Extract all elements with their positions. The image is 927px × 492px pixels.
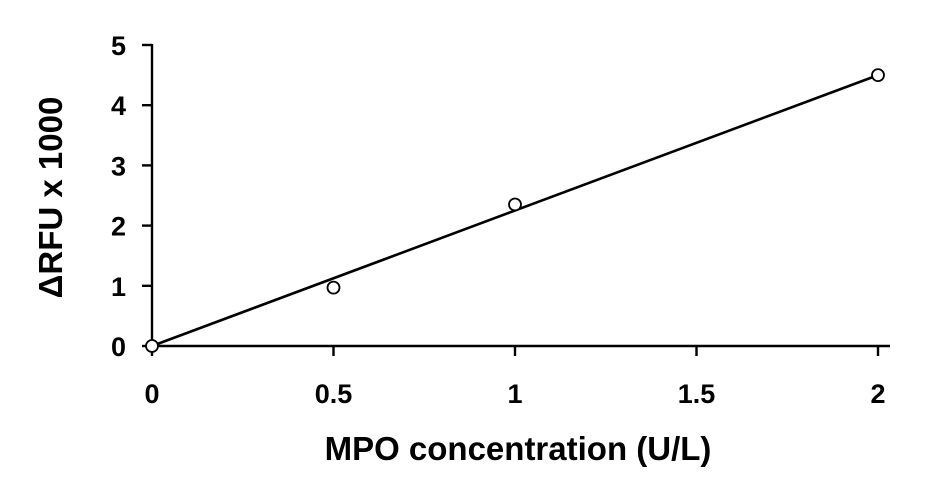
y-tick-label: 0 — [111, 332, 126, 362]
y-tick-label: 2 — [111, 212, 126, 242]
x-tick-label: 1.5 — [678, 379, 716, 409]
axes — [150, 44, 890, 348]
x-tick-label: 1 — [507, 379, 522, 409]
data-point — [508, 197, 522, 212]
data-point — [871, 68, 885, 82]
y-axis-ticks: 0 1 2 3 4 5 — [111, 31, 152, 362]
data-point — [145, 339, 159, 353]
x-axis-title: MPO concentration (U/L) — [325, 430, 712, 467]
y-tick-label: 5 — [111, 31, 126, 61]
x-tick-label: 0 — [144, 379, 159, 409]
y-tick-label: 3 — [111, 151, 126, 181]
x-tick-label: 2 — [870, 379, 885, 409]
data-points — [145, 68, 885, 353]
data-point — [326, 280, 341, 295]
y-axis-title: ΔRFU x 1000 — [32, 97, 69, 299]
y-tick-label: 4 — [111, 91, 126, 121]
x-axis-ticks: 0 0.5 1 1.5 2 — [144, 346, 886, 409]
x-tick-label: 0.5 — [315, 379, 353, 409]
y-tick-label: 1 — [111, 272, 126, 302]
